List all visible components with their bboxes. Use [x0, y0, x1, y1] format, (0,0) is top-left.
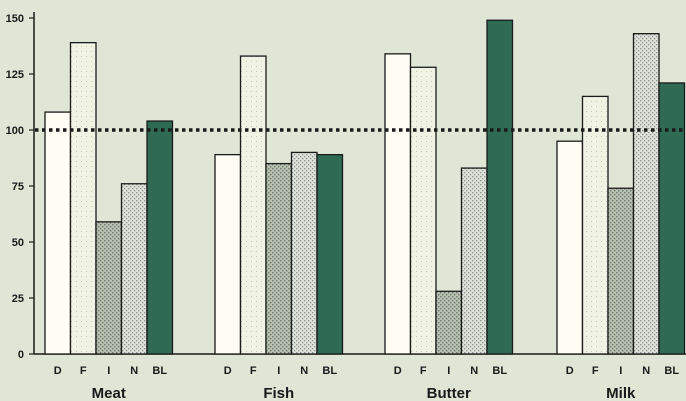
bar-category-label: BL	[492, 365, 507, 377]
bar-meat-bl	[146, 120, 174, 355]
bar-fish-n	[290, 151, 318, 355]
bar-butter-n	[460, 167, 488, 355]
bar-category-label: BL	[664, 365, 679, 377]
bar-milk-n	[632, 33, 660, 355]
bar-category-label: D	[394, 365, 402, 377]
bar-category-label: D	[566, 365, 574, 377]
bar-category-label: I	[447, 365, 450, 377]
bar-fish-i	[265, 162, 293, 355]
bar-category-label: D	[54, 365, 62, 377]
bar-butter-f	[409, 66, 437, 355]
bar-meat-n	[120, 183, 148, 355]
y-tick-label: 0	[18, 349, 24, 361]
bar-category-label: BL	[322, 365, 337, 377]
bar-milk-f	[581, 95, 609, 355]
bar-meat-f	[69, 41, 97, 355]
group-label-fish: Fish	[263, 385, 294, 401]
bar-butter-d	[384, 53, 412, 355]
bar-category-label: F	[592, 365, 599, 377]
bar-category-label: F	[80, 365, 87, 377]
group-label-butter: Butter	[427, 385, 471, 401]
bar-category-label: N	[470, 365, 478, 377]
bar-fish-f	[239, 55, 267, 355]
bar-category-label: F	[250, 365, 257, 377]
y-tick-label: 100	[6, 125, 24, 137]
group-label-milk: Milk	[606, 385, 636, 401]
bar-category-label: I	[619, 365, 622, 377]
bar-category-label: I	[277, 365, 280, 377]
y-tick-label: 50	[12, 237, 24, 249]
bar-meat-d	[44, 111, 72, 355]
bar-category-label: N	[642, 365, 650, 377]
y-tick-label: 75	[12, 181, 24, 193]
bar-category-label: I	[107, 365, 110, 377]
bar-category-label: N	[130, 365, 138, 377]
bar-milk-d	[556, 140, 584, 355]
bar-fish-d	[214, 153, 242, 355]
bar-milk-i	[607, 187, 635, 355]
y-tick-label: 150	[6, 13, 24, 25]
bar-category-label: BL	[152, 365, 167, 377]
bar-meat-i	[95, 221, 123, 355]
bar-fish-bl	[316, 153, 344, 355]
group-label-meat: Meat	[92, 385, 126, 401]
bar-category-label: D	[224, 365, 232, 377]
bar-milk-bl	[658, 82, 686, 355]
bar-category-label: N	[300, 365, 308, 377]
bar-butter-i	[435, 290, 463, 355]
bar-category-label: F	[420, 365, 427, 377]
bar-butter-bl	[486, 19, 514, 355]
y-tick-label: 25	[12, 293, 24, 305]
y-tick-label: 125	[6, 69, 24, 81]
